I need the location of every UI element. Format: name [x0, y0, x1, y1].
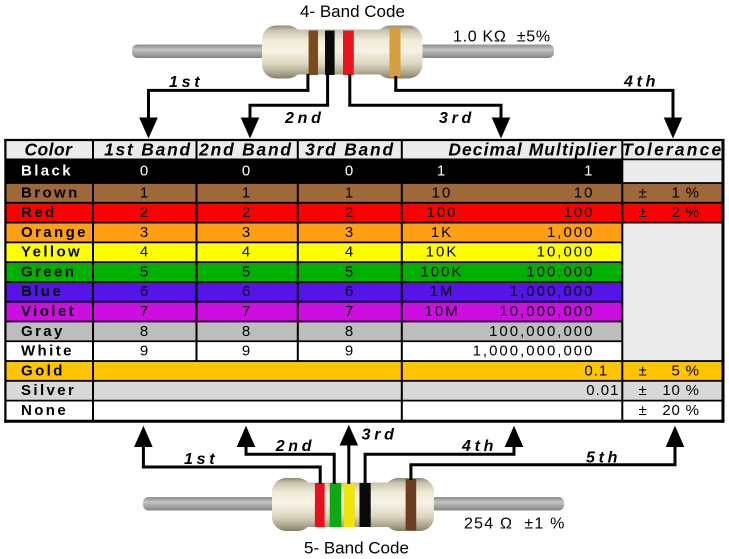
svg-text:4: 4	[242, 244, 250, 261]
svg-text:7: 7	[242, 303, 250, 320]
svg-text:±: ±	[639, 362, 647, 379]
svg-text:Blue: Blue	[21, 283, 63, 300]
svg-text:6: 6	[345, 283, 353, 300]
svg-text:1: 1	[437, 163, 447, 180]
svg-text:1st Band: 1st Band	[104, 139, 192, 159]
svg-text:5: 5	[242, 263, 250, 280]
svg-text:3: 3	[345, 224, 353, 241]
svg-text:0.01: 0.01	[586, 382, 619, 399]
svg-text:0: 0	[345, 163, 353, 180]
svg-text:None: None	[21, 402, 68, 419]
svg-text:4th: 4th	[623, 73, 659, 90]
svg-text:8: 8	[140, 323, 148, 340]
svg-text:6: 6	[242, 283, 250, 300]
svg-text:7: 7	[140, 303, 148, 320]
svg-text:Green: Green	[21, 263, 76, 280]
svg-text:7: 7	[345, 303, 353, 320]
svg-text:2: 2	[345, 204, 353, 221]
svg-text:4: 4	[345, 244, 353, 261]
svg-text:0.1: 0.1	[584, 362, 608, 379]
svg-text:100,000: 100,000	[526, 263, 594, 280]
svg-text:2nd: 2nd	[284, 110, 325, 127]
svg-text:Gold: Gold	[21, 362, 65, 379]
svg-text:10: 10	[574, 184, 595, 201]
svg-text:1K: 1K	[431, 224, 453, 241]
svg-text:1,000,000: 1,000,000	[510, 283, 595, 300]
svg-text:5: 5	[345, 263, 353, 280]
svg-text:100: 100	[426, 204, 457, 221]
svg-text:Orange: Orange	[21, 224, 88, 241]
svg-text:2: 2	[242, 204, 250, 221]
svg-text:Black: Black	[21, 163, 73, 180]
svg-text:1,000: 1,000	[547, 224, 595, 241]
svg-text:Silver: Silver	[21, 382, 76, 399]
svg-text:254 Ω ±1 %: 254 Ω ±1 %	[464, 515, 566, 532]
svg-text:1 %: 1 %	[672, 184, 700, 201]
svg-text:1: 1	[140, 184, 148, 201]
svg-text:Yellow: Yellow	[21, 244, 82, 261]
svg-text:Gray: Gray	[21, 323, 65, 340]
svg-text:±: ±	[639, 184, 647, 201]
svg-text:100,000,000: 100,000,000	[489, 323, 594, 340]
svg-text:1: 1	[242, 184, 250, 201]
svg-text:4- Band Code: 4- Band Code	[300, 2, 405, 21]
svg-text:White: White	[21, 343, 74, 360]
svg-text:0: 0	[242, 163, 250, 180]
svg-text:8: 8	[242, 323, 250, 340]
svg-text:Red: Red	[21, 204, 57, 221]
svg-text:Brown: Brown	[21, 184, 80, 201]
svg-text:1.0 KΩ ±5%: 1.0 KΩ ±5%	[453, 28, 551, 45]
svg-text:3: 3	[242, 224, 250, 241]
svg-text:Tolerance: Tolerance	[622, 139, 723, 159]
svg-text:5- Band Code: 5- Band Code	[304, 539, 409, 558]
svg-text:±: ±	[639, 402, 647, 419]
svg-text:1st: 1st	[184, 451, 218, 468]
svg-text:2nd: 2nd	[275, 438, 316, 455]
svg-text:10: 10	[432, 184, 453, 201]
svg-text:5 %: 5 %	[672, 362, 700, 379]
svg-text:±: ±	[639, 204, 647, 221]
svg-text:1M: 1M	[430, 283, 455, 300]
svg-text:1st: 1st	[169, 74, 203, 91]
svg-text:10K: 10K	[426, 244, 459, 261]
svg-text:100K: 100K	[420, 263, 463, 280]
svg-text:5: 5	[140, 263, 148, 280]
svg-text:4th: 4th	[461, 438, 497, 455]
svg-text:3rd: 3rd	[362, 427, 398, 444]
svg-text:1: 1	[584, 163, 594, 180]
svg-text:100: 100	[563, 204, 594, 221]
svg-text:3: 3	[140, 224, 148, 241]
svg-text:9: 9	[242, 343, 250, 360]
svg-text:10 %: 10 %	[662, 382, 699, 399]
svg-text:10,000: 10,000	[537, 244, 595, 261]
svg-text:Violet: Violet	[21, 303, 76, 320]
svg-text:10M: 10M	[424, 303, 459, 320]
svg-text:2 %: 2 %	[672, 204, 700, 221]
svg-text:20 %: 20 %	[662, 402, 699, 419]
svg-text:Decimal Multiplier: Decimal Multiplier	[448, 139, 617, 159]
svg-text:2nd Band: 2nd Band	[198, 139, 293, 159]
svg-text:±: ±	[639, 382, 647, 399]
svg-text:2: 2	[140, 204, 148, 221]
svg-text:10,000,000: 10,000,000	[499, 303, 594, 320]
svg-text:6: 6	[140, 283, 148, 300]
svg-text:9: 9	[140, 343, 148, 360]
svg-text:0: 0	[140, 163, 148, 180]
svg-text:4: 4	[140, 244, 148, 261]
svg-text:1,000,000,000: 1,000,000,000	[473, 343, 595, 360]
svg-text:1: 1	[345, 184, 353, 201]
svg-text:9: 9	[345, 343, 353, 360]
svg-text:3rd: 3rd	[439, 110, 475, 127]
svg-text:5th: 5th	[586, 450, 621, 467]
svg-text:8: 8	[345, 323, 353, 340]
svg-text:Color: Color	[24, 139, 73, 159]
svg-text:3rd Band: 3rd Band	[305, 139, 395, 159]
